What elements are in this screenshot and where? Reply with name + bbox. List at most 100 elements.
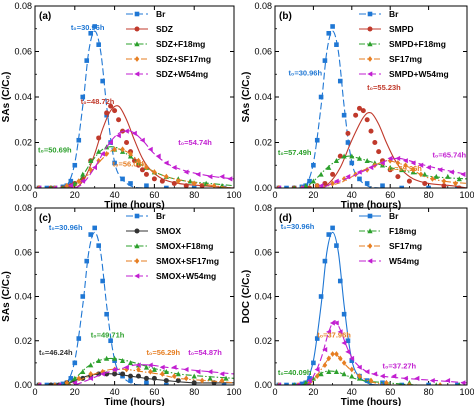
y-tick-label: 0.06 [14, 247, 32, 257]
data-point [356, 105, 362, 111]
data-point [175, 371, 181, 377]
series-line [35, 231, 175, 385]
data-point [314, 336, 320, 341]
series-smox-sf17mg [35, 366, 234, 385]
legend-marker [367, 243, 373, 249]
data-point [76, 178, 82, 185]
annotation: t₀=37.27h [383, 361, 417, 370]
data-point [36, 382, 42, 385]
data-point [441, 183, 447, 188]
legend-item: SF17mg [359, 54, 422, 64]
series-line [275, 370, 467, 385]
data-point [88, 371, 94, 377]
data-point [68, 183, 74, 188]
data-point [88, 375, 94, 381]
data-point [92, 24, 97, 29]
data-point [364, 181, 370, 186]
data-point [368, 164, 374, 171]
x-axis-label: Time (hours) [104, 397, 164, 406]
x-tick-label: 0 [32, 387, 37, 397]
data-point [318, 94, 324, 100]
x-tick-label: 60 [149, 190, 159, 200]
annotation: t₀=65.74h [432, 150, 466, 159]
data-point [152, 169, 157, 175]
annotation: t₀=54.87h [188, 348, 222, 357]
legend-item: SMPD+W54mg [359, 69, 449, 79]
legend-label: SF17mg [389, 54, 422, 64]
legend-item: SDZ [126, 24, 173, 34]
data-point [330, 225, 335, 231]
y-axis-label: DOC (C/C₀) [241, 270, 252, 323]
data-point [155, 153, 161, 159]
data-point [48, 382, 54, 385]
data-point [311, 360, 316, 366]
y-tick-label: 0.04 [14, 92, 32, 102]
legend-label: F18mg [389, 226, 416, 236]
y-tick-label: 0.00 [14, 380, 32, 390]
data-point [314, 366, 320, 373]
data-point [36, 185, 42, 188]
data-point [341, 340, 347, 346]
legend-marker [134, 213, 140, 219]
data-point [111, 366, 117, 373]
data-point [163, 369, 169, 375]
data-point [434, 382, 438, 385]
legend-label: SMPD+F18mg [389, 39, 446, 49]
data-point [314, 373, 320, 380]
x-tick-label: 60 [149, 387, 159, 397]
y-tick-label: 0.08 [14, 1, 32, 11]
data-point [135, 373, 141, 379]
plot-area [35, 225, 234, 385]
legend-item: Br [359, 9, 399, 19]
data-point [191, 380, 197, 385]
data-point [112, 355, 118, 361]
data-point [80, 369, 86, 375]
data-point [387, 164, 393, 170]
data-point [49, 185, 53, 188]
legend-item: Br [126, 211, 166, 221]
data-point [303, 380, 309, 385]
plot-area [275, 24, 467, 188]
data-point [151, 366, 157, 372]
y-tick-label: 0.00 [254, 183, 272, 193]
plot-area [275, 225, 467, 385]
data-point [368, 377, 374, 384]
data-point [299, 381, 305, 385]
data-point [333, 369, 340, 375]
x-tick-label: 80 [189, 387, 199, 397]
data-point [441, 178, 447, 185]
data-point [72, 360, 78, 366]
data-point [460, 380, 466, 385]
x-tick-label: 40 [110, 190, 120, 200]
data-point [143, 171, 149, 177]
data-point [326, 232, 332, 237]
series-line [275, 353, 467, 385]
data-point [207, 369, 213, 375]
data-point [403, 162, 408, 169]
data-point [334, 42, 339, 47]
data-point [337, 153, 343, 159]
data-point [318, 171, 324, 177]
data-point [144, 164, 149, 171]
data-point [120, 371, 126, 377]
data-point [135, 362, 141, 368]
series-br [275, 24, 460, 188]
data-point [115, 133, 121, 139]
data-point [147, 362, 153, 368]
data-point [112, 146, 117, 153]
legend-label: SMOX+F18mg [156, 241, 213, 251]
data-point [437, 167, 443, 173]
y-axis-label: SAs (C/C₀) [1, 271, 12, 322]
data-point [333, 158, 340, 163]
annotation: t₀=49.71h [91, 330, 125, 339]
data-point [330, 24, 335, 29]
y-tick-label: 0.04 [254, 292, 272, 302]
legend-item: Br [359, 211, 399, 221]
data-point [410, 160, 416, 166]
plot-frame [274, 207, 468, 386]
legend-marker [134, 273, 140, 279]
x-tick-label: 40 [347, 190, 357, 200]
data-point [357, 373, 362, 380]
data-point [330, 171, 336, 177]
